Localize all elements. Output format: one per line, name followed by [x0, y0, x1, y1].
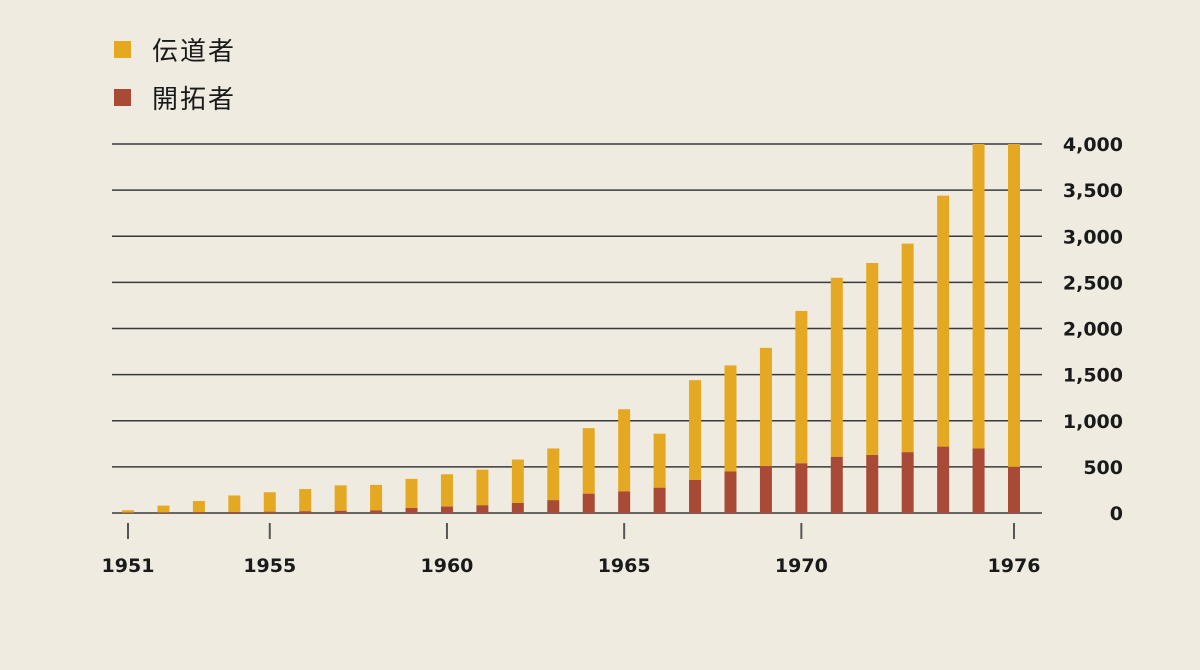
legend-swatch [114, 89, 131, 106]
bar-segment [192, 512, 205, 513]
bar-segment [582, 493, 595, 513]
bar-segment [440, 474, 453, 507]
bar-segment [334, 485, 347, 511]
bar-segment [795, 463, 808, 513]
y-tick-label: 2,500 [1063, 272, 1123, 294]
bar-segment [972, 448, 985, 513]
y-tick-label: 0 [1110, 503, 1123, 525]
x-axis [127, 523, 1015, 539]
bar-segment [476, 505, 489, 513]
bar-segment [937, 446, 950, 513]
bar-segment [653, 487, 666, 513]
bar-segment [830, 456, 843, 513]
bar-segment [901, 452, 914, 513]
y-axis-labels: 0 500 1,000 1,500 2,000 2,500 3,000 3,500 4,000 [1063, 134, 1123, 525]
bar-segment [547, 500, 560, 513]
bar-segment [157, 512, 170, 513]
y-tick-label: 4,000 [1063, 134, 1123, 156]
bar-segment [370, 484, 383, 511]
bar-segment [1008, 466, 1020, 513]
bar-segment [157, 505, 170, 513]
bar-segment [405, 478, 418, 508]
legend-label: 伝道者 [152, 37, 236, 67]
y-tick-label: 1,500 [1063, 365, 1123, 387]
x-tick-label: 1960 [421, 555, 474, 577]
bars [122, 144, 1020, 513]
bar-segment [122, 510, 134, 513]
bar-segment [334, 510, 347, 513]
bar-segment [866, 454, 879, 513]
y-tick-label: 500 [1083, 457, 1123, 479]
bar-segment [511, 502, 524, 513]
x-tick-label: 1970 [775, 555, 828, 577]
bar-segment [689, 380, 702, 480]
bar-segment [299, 489, 312, 512]
bar-segment [972, 144, 985, 449]
bar-segment [653, 433, 666, 488]
bar-segment [1008, 144, 1020, 467]
bar-segment [476, 469, 489, 506]
x-tick-label: 1965 [598, 555, 651, 577]
bar-segment [724, 365, 737, 472]
bar-segment [263, 511, 276, 513]
y-tick-label: 3,500 [1063, 180, 1123, 202]
bar-segment [299, 511, 312, 513]
bar-segment [263, 492, 276, 512]
y-tick-label: 2,000 [1063, 319, 1123, 341]
bar-segment [689, 479, 702, 513]
legend-label: 開拓者 [152, 85, 236, 115]
legend-swatch [114, 41, 131, 58]
bar-segment [795, 310, 808, 464]
bar-segment [370, 510, 383, 513]
bar-segment [937, 195, 950, 447]
x-tick-label: 1951 [102, 555, 155, 577]
bar-segment [228, 511, 241, 513]
gridlines [112, 143, 1042, 514]
y-tick-label: 3,000 [1063, 226, 1123, 248]
bar-segment [724, 471, 737, 513]
bar-segment [547, 448, 560, 501]
x-tick-label: 1976 [988, 555, 1041, 577]
bar-segment [618, 409, 631, 492]
bar-segment [618, 491, 631, 513]
bar-segment [228, 495, 241, 512]
x-tick-label: 1955 [243, 555, 296, 577]
bar-segment [759, 465, 772, 513]
y-tick-label: 1,000 [1063, 411, 1123, 433]
bar-segment [830, 277, 843, 457]
bar-segment [440, 506, 453, 513]
x-axis-labels: 1951 1955 1960 1965 1970 1976 [102, 555, 1041, 577]
bar-segment [405, 507, 418, 513]
bar-segment [901, 243, 914, 453]
bar-segment [866, 263, 879, 455]
bar-segment [582, 428, 595, 494]
bar-segment [759, 347, 772, 466]
bar-segment [192, 501, 205, 513]
bar-segment [511, 459, 524, 503]
